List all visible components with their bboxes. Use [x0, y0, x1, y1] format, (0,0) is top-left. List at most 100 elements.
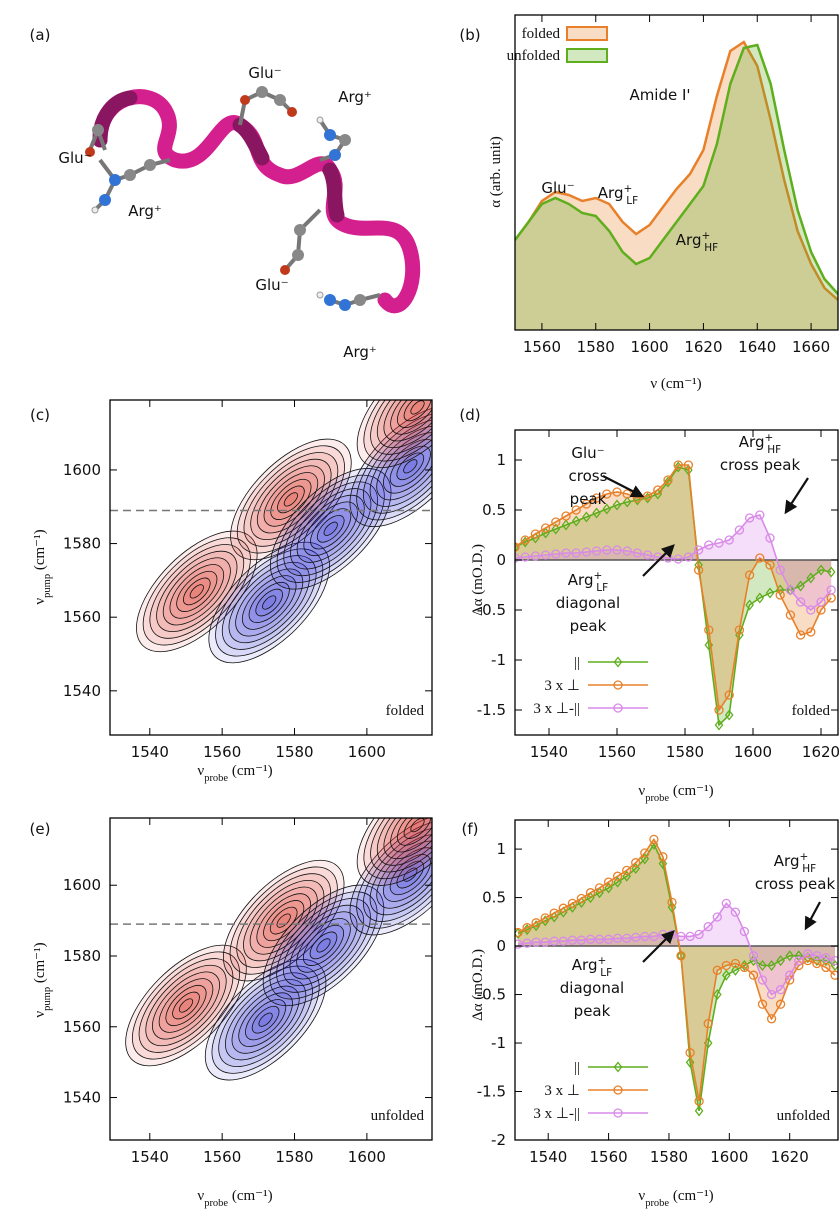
- annotation-part: LF: [600, 967, 612, 979]
- marker: [745, 599, 754, 611]
- marker: [633, 494, 642, 506]
- contour-level: [270, 478, 312, 520]
- y-axis-label: α (arb. unit): [488, 136, 504, 208]
- series-line: [515, 464, 832, 713]
- contour-level: [363, 400, 432, 462]
- marker: [712, 988, 722, 1001]
- marker: [685, 1048, 695, 1058]
- marker: [632, 548, 643, 558]
- marker: [816, 597, 826, 607]
- annotation: peak: [574, 1002, 611, 1020]
- marker: [721, 960, 731, 971]
- series-line: [515, 514, 832, 612]
- annotation-part: LF: [626, 195, 638, 207]
- marker: [803, 949, 813, 959]
- x-tick-label: 1560: [589, 1148, 627, 1166]
- marker: [540, 913, 550, 923]
- marker: [515, 542, 520, 552]
- marker: [640, 848, 650, 858]
- marker: [748, 951, 759, 961]
- contour-level: [215, 548, 324, 657]
- x-tick-label: 1580: [577, 338, 615, 356]
- contour-level: [356, 412, 432, 521]
- marker: [551, 523, 561, 535]
- marker: [806, 605, 816, 615]
- contour-level: [283, 492, 299, 507]
- contour-level: [258, 1012, 273, 1027]
- contour-level: [218, 972, 313, 1068]
- marker: [734, 525, 745, 535]
- x-tick-label: 1620: [684, 338, 722, 356]
- marker: [694, 929, 704, 940]
- marker: [744, 570, 755, 580]
- marker: [640, 853, 650, 865]
- marker: [724, 535, 734, 545]
- annotation: Arg+ LF: [598, 183, 638, 207]
- marker: [530, 529, 541, 539]
- marker: [816, 564, 826, 576]
- x-axis-label-part: ν: [638, 783, 645, 799]
- residue-label: Glu⁻: [248, 64, 281, 82]
- contour-level: [255, 588, 284, 617]
- annotation: Arg+ HF: [739, 432, 781, 456]
- y-axis-label-part: pump: [42, 574, 53, 598]
- marker: [558, 906, 568, 918]
- marker: [785, 950, 795, 962]
- marker: [591, 546, 602, 556]
- x-tick-label: 1540: [131, 743, 169, 761]
- marker: [663, 475, 673, 485]
- contour-level: [283, 481, 379, 577]
- annotation: peak: [570, 490, 607, 508]
- y-tick-label: 0: [496, 937, 506, 955]
- marker: [765, 587, 775, 599]
- annotation: Arg+ LF: [568, 570, 608, 594]
- marker: [640, 931, 650, 942]
- atom: [99, 194, 111, 206]
- x-tick-label: 1580: [275, 1148, 313, 1166]
- contour-level: [178, 998, 194, 1013]
- contour-level: [176, 570, 218, 612]
- annotation-part: Arg: [739, 433, 765, 451]
- marker: [714, 705, 724, 715]
- y-tick-label: 1540: [63, 682, 101, 700]
- annotation-part: +: [799, 851, 808, 863]
- contour-level: [172, 991, 200, 1020]
- marker: [765, 533, 775, 543]
- x-tick-label: 1580: [650, 1148, 688, 1166]
- contour-level: [165, 984, 207, 1027]
- marker: [603, 877, 614, 887]
- marker: [558, 936, 568, 946]
- marker: [821, 953, 831, 963]
- x-tick-label: 1540: [530, 743, 568, 761]
- marker: [766, 989, 777, 1000]
- y-tick-label: 1600: [63, 461, 101, 479]
- x-axis-label: νprobe (cm⁻¹): [197, 763, 272, 784]
- residue-label: Arg⁺: [343, 343, 377, 361]
- marker: [613, 1085, 623, 1095]
- marker: [613, 703, 623, 713]
- contour-level: [241, 575, 297, 630]
- legend-label: unfolded: [507, 48, 561, 64]
- marker: [612, 545, 622, 555]
- marker: [775, 565, 785, 575]
- y-axis-label-part: pump: [42, 987, 53, 1011]
- contour-level: [316, 514, 345, 543]
- contour-level: [383, 847, 432, 902]
- marker: [594, 883, 605, 893]
- plot-area: [515, 834, 838, 1117]
- marker: [622, 870, 632, 882]
- marker: [602, 545, 612, 555]
- marker: [594, 934, 605, 944]
- area-line: [515, 43, 838, 295]
- plot-frame: [514, 819, 839, 1141]
- atom: [240, 95, 250, 105]
- marker: [712, 912, 722, 922]
- x-axis-label-part: ν: [197, 1188, 204, 1204]
- annotation-part: +: [701, 230, 710, 242]
- y-tick-label: 1580: [63, 535, 101, 553]
- contour-level: [145, 964, 227, 1047]
- marker: [703, 1018, 713, 1029]
- marker: [592, 507, 601, 519]
- y-tick-label: 1560: [63, 608, 101, 626]
